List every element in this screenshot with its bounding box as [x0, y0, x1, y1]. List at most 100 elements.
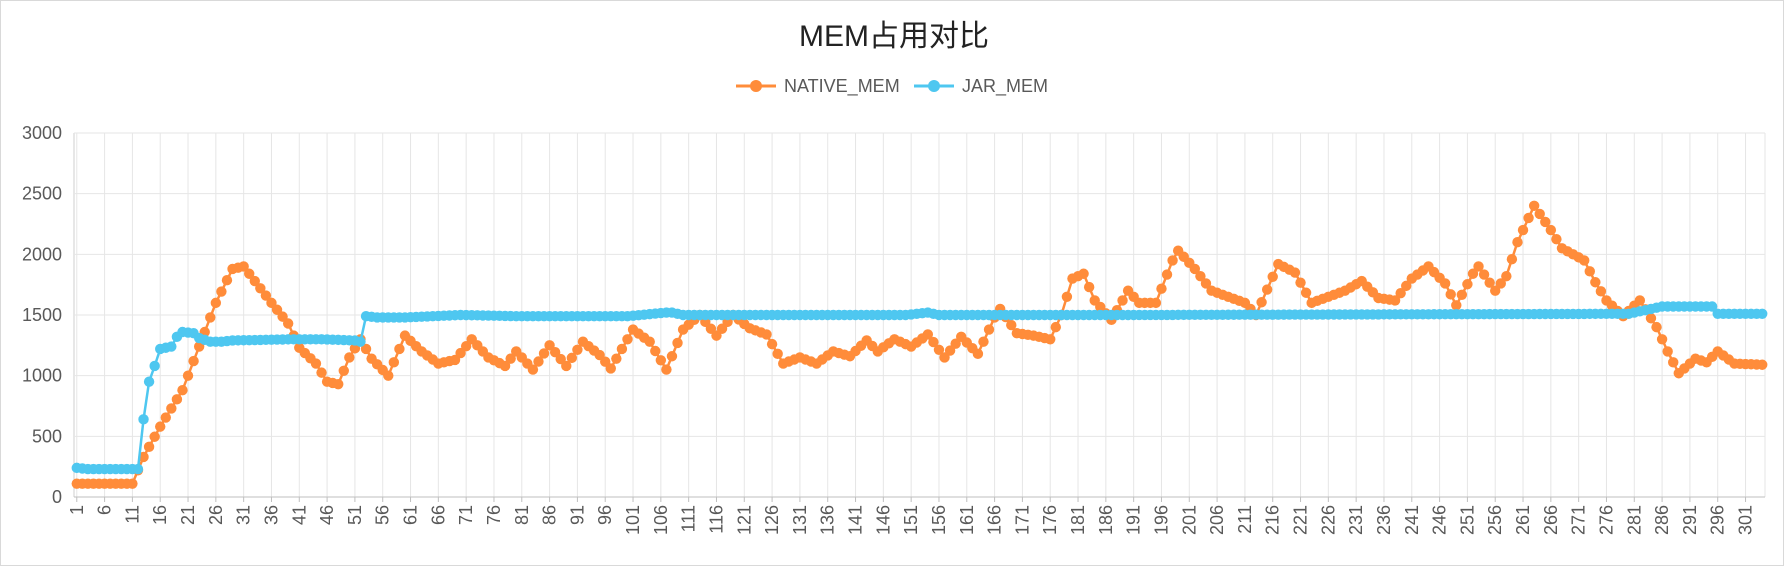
data-point[interactable] — [144, 377, 154, 387]
data-point[interactable] — [1518, 225, 1528, 235]
data-point[interactable] — [1117, 295, 1127, 305]
data-point[interactable] — [1457, 290, 1467, 300]
data-point[interactable] — [1446, 289, 1456, 299]
data-point[interactable] — [205, 312, 215, 322]
data-point[interactable] — [127, 478, 137, 488]
data-point[interactable] — [133, 464, 143, 474]
data-point[interactable] — [978, 336, 988, 346]
data-point[interactable] — [1596, 286, 1606, 296]
data-point[interactable] — [172, 394, 182, 404]
x-tick-label: 116 — [706, 505, 726, 534]
data-point[interactable] — [1256, 297, 1266, 307]
data-point[interactable] — [188, 356, 198, 366]
data-point[interactable] — [1757, 309, 1767, 319]
data-point[interactable] — [1051, 322, 1061, 332]
y-axis-ticks: 050010001500200025003000 — [22, 123, 62, 507]
data-point[interactable] — [149, 361, 159, 371]
data-point[interactable] — [1551, 234, 1561, 244]
data-point[interactable] — [1546, 225, 1556, 235]
data-point[interactable] — [1635, 295, 1645, 305]
data-point[interactable] — [344, 352, 354, 362]
data-point[interactable] — [1167, 255, 1177, 265]
data-point[interactable] — [973, 349, 983, 359]
data-point[interactable] — [1295, 277, 1305, 287]
data-point[interactable] — [1078, 269, 1088, 279]
data-point[interactable] — [1507, 254, 1517, 264]
x-tick-label: 11 — [122, 505, 142, 524]
data-point[interactable] — [1462, 279, 1472, 289]
x-tick-label: 56 — [373, 505, 393, 525]
data-point[interactable] — [645, 336, 655, 346]
data-point[interactable] — [1668, 357, 1678, 367]
data-point[interactable] — [333, 379, 343, 389]
data-point[interactable] — [166, 403, 176, 413]
data-point[interactable] — [1579, 255, 1589, 265]
data-point[interactable] — [656, 355, 666, 365]
data-point[interactable] — [1651, 322, 1661, 332]
data-point[interactable] — [1523, 213, 1533, 223]
data-point[interactable] — [1156, 284, 1166, 294]
data-point[interactable] — [1590, 277, 1600, 287]
data-point[interactable] — [1262, 284, 1272, 294]
data-point[interactable] — [383, 370, 393, 380]
x-tick-label: 251 — [1457, 505, 1477, 535]
data-point[interactable] — [1512, 237, 1522, 247]
data-point[interactable] — [1585, 266, 1595, 276]
x-tick-label: 86 — [540, 505, 560, 525]
data-point[interactable] — [183, 370, 193, 380]
data-point[interactable] — [984, 324, 994, 334]
data-point[interactable] — [617, 344, 627, 354]
data-point[interactable] — [138, 414, 148, 424]
data-point[interactable] — [1657, 334, 1667, 344]
data-point[interactable] — [155, 421, 165, 431]
data-point[interactable] — [394, 344, 404, 354]
data-point[interactable] — [283, 318, 293, 328]
data-point[interactable] — [767, 339, 777, 349]
data-point[interactable] — [672, 338, 682, 348]
data-point[interactable] — [316, 367, 326, 377]
data-point[interactable] — [1268, 272, 1278, 282]
data-point[interactable] — [1045, 334, 1055, 344]
legend-marker-jar — [928, 80, 940, 92]
data-point[interactable] — [661, 364, 671, 374]
data-point[interactable] — [149, 432, 159, 442]
legend-item-native[interactable]: NATIVE_MEM — [736, 76, 900, 97]
data-point[interactable] — [1662, 346, 1672, 356]
data-point[interactable] — [216, 286, 226, 296]
data-point[interactable] — [389, 357, 399, 367]
data-point[interactable] — [606, 363, 616, 373]
data-point[interactable] — [650, 346, 660, 356]
data-point[interactable] — [1290, 267, 1300, 277]
data-point[interactable] — [161, 412, 171, 422]
data-point[interactable] — [166, 341, 176, 351]
data-point[interactable] — [1301, 288, 1311, 298]
legend-item-jar[interactable]: JAR_MEM — [914, 76, 1048, 97]
data-point[interactable] — [144, 442, 154, 452]
chart-frame: MEM占用对比 NATIVE_MEM JAR_MEM 0 500 1000 1500 2… — [0, 0, 1784, 566]
x-tick-label: 291 — [1680, 505, 1700, 535]
data-point[interactable] — [667, 351, 677, 361]
data-point[interactable] — [311, 358, 321, 368]
x-axis-ticks: 1 6 11 16 21 26 31 36 41 46 51 56 61 66 71 76 81 86 91 96 10… — [67, 497, 1756, 535]
data-point[interactable] — [622, 334, 632, 344]
data-point[interactable] — [222, 275, 232, 285]
data-point[interactable] — [761, 329, 771, 339]
data-point[interactable] — [1162, 269, 1172, 279]
data-point[interactable] — [339, 366, 349, 376]
data-point[interactable] — [1062, 292, 1072, 302]
data-point[interactable] — [211, 298, 221, 308]
data-point[interactable] — [1451, 300, 1461, 310]
data-point[interactable] — [177, 385, 187, 395]
data-point[interactable] — [1151, 298, 1161, 308]
data-point[interactable] — [772, 349, 782, 359]
data-point[interactable] — [1084, 282, 1094, 292]
x-tick-label: 296 — [1708, 505, 1728, 535]
data-point[interactable] — [611, 353, 621, 363]
x-tick-label: 16 — [150, 505, 170, 525]
data-point[interactable] — [355, 336, 365, 346]
x-tick-label: 271 — [1569, 505, 1589, 535]
data-point[interactable] — [1501, 271, 1511, 281]
data-point[interactable] — [1757, 360, 1767, 370]
data-point[interactable] — [1440, 278, 1450, 288]
x-tick-label: 161 — [957, 505, 977, 535]
